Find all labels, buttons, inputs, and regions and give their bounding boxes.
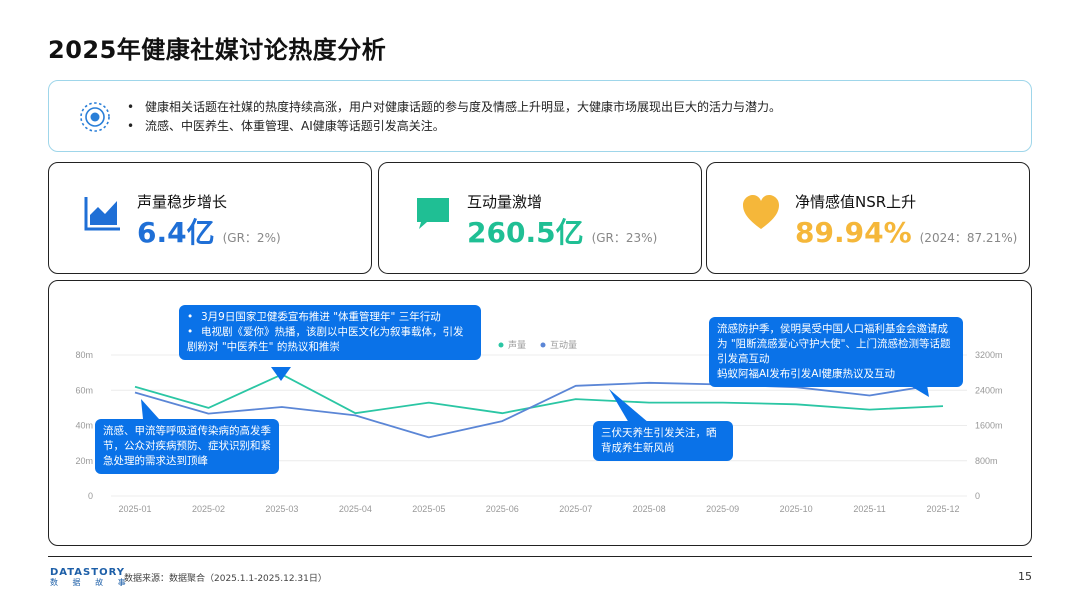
series-line-1 [134, 381, 944, 439]
card-title: 声量稳步增长 [137, 193, 228, 211]
logo-subtext: 数 据 故 事 [50, 578, 132, 587]
radar-circle-icon [80, 102, 110, 132]
callout-march: 3月9日国家卫健委宣布推进 "体重管理年" 三年行动 电视剧《爱你》热播，该剧以… [179, 305, 481, 360]
y-right-tick-label: 2400m [975, 385, 1003, 395]
legend-label: 互动量 [550, 340, 577, 351]
y-right-tick-label: 1600m [975, 421, 1003, 431]
summary-box: 健康相关话题在社媒的热度持续高涨，用户对健康话题的参与度及情感上升明显，大健康市… [48, 80, 1032, 152]
x-tick-label: 2025-01 [118, 504, 151, 514]
x-tick-label: 2025-12 [926, 504, 959, 514]
y-left-tick-label: 60m [75, 385, 93, 395]
chat-bubble-icon [417, 198, 449, 229]
card-note: (2024：87.21%) [919, 231, 1018, 245]
summary-bullet: 健康相关话题在社媒的热度持续高涨，用户对健康话题的参与度及情感上升明显，大健康市… [127, 98, 781, 117]
card-value-wrap: 260.5亿 (GR：23%) [467, 215, 657, 256]
x-tick-label: 2025-08 [633, 504, 666, 514]
card-note: (GR：2%) [222, 231, 281, 245]
callout-july: 三伏天养生引发关注，晒背成养生新风尚 [593, 421, 733, 461]
x-tick-label: 2025-09 [706, 504, 739, 514]
legend-label: 声量 [508, 339, 526, 351]
summary-bullet: 流感、中医养生、体重管理、AI健康等话题引发高关注。 [127, 117, 781, 136]
card-nsr: 净情感值NSR上升 89.94% (2024：87.21%) [706, 162, 1030, 274]
y-left-tick-label: 0 [88, 491, 93, 501]
legend-marker [498, 342, 504, 348]
callout-pointer [141, 399, 159, 419]
card-title: 互动量激增 [467, 193, 543, 211]
card-value: 260.5亿 [467, 216, 584, 249]
x-tick-label: 2025-10 [780, 504, 813, 514]
callout-pointer [909, 385, 929, 397]
card-value-wrap: 6.4亿 (GR：2%) [137, 215, 281, 256]
legend-marker [540, 342, 546, 348]
data-source: 数据来源：数据聚合（2025.1.1-2025.12.31日） [124, 574, 327, 584]
page-number: 15 [1018, 570, 1032, 583]
y-left-tick-label: 80m [75, 350, 93, 360]
page-title: 2025年健康社媒讨论热度分析 [48, 36, 387, 64]
area-chart-icon [84, 197, 120, 231]
logo-text: DATASTORY [50, 567, 125, 578]
card-value: 89.94% [795, 216, 912, 249]
callout-january: 流感、甲流等呼吸道传染病的高发季节，公众对疾病预防、症状识别和紧急处理的需求达到… [95, 419, 279, 474]
x-tick-label: 2025-06 [486, 504, 519, 514]
y-right-tick-label: 0 [975, 491, 980, 501]
callout-line: 3月9日国家卫健委宣布推进 "体重管理年" 三年行动 [187, 310, 473, 325]
callout-line: 电视剧《爱你》热播，该剧以中医文化为叙事载体，引发剧粉对 "中医养生" 的热议和… [187, 325, 473, 355]
x-tick-label: 2025-05 [412, 504, 445, 514]
footer-divider [48, 556, 1032, 557]
x-tick-label: 2025-11 [853, 504, 885, 514]
card-voice-volume: 声量稳步增长 6.4亿 (GR：2%) [48, 162, 372, 274]
card-value: 6.4亿 [137, 216, 215, 249]
y-left-tick-label: 40m [75, 421, 93, 431]
y-right-tick-label: 3200m [975, 350, 1003, 360]
x-tick-label: 2025-04 [339, 504, 372, 514]
datastory-logo: DATASTORY 数 据 故 事 [50, 568, 132, 588]
card-interaction: 互动量激增 260.5亿 (GR：23%) [378, 162, 702, 274]
callout-pointer [609, 389, 649, 423]
card-note: (GR：23%) [591, 231, 658, 245]
x-tick-label: 2025-07 [559, 504, 592, 514]
card-value-wrap: 89.94% (2024：87.21%) [795, 215, 1017, 256]
y-right-tick-label: 800m [975, 456, 998, 466]
x-tick-label: 2025-03 [265, 504, 298, 514]
x-tick-label: 2025-02 [192, 504, 225, 514]
card-title: 净情感值NSR上升 [795, 193, 917, 211]
callout-december: 流感防护季，侯明昊受中国人口福利基金会邀请成为 "阻断流感爱心守护大使"、上门流… [709, 317, 963, 387]
heart-icon [743, 195, 779, 229]
series-line-0 [134, 373, 944, 415]
callout-pointer [271, 367, 291, 381]
chart-panel: 0 20m 40m 60m 80m 0 800m 1600m 2400m 3200m 2025-01… [48, 280, 1032, 546]
y-left-tick-label: 20m [75, 456, 93, 466]
